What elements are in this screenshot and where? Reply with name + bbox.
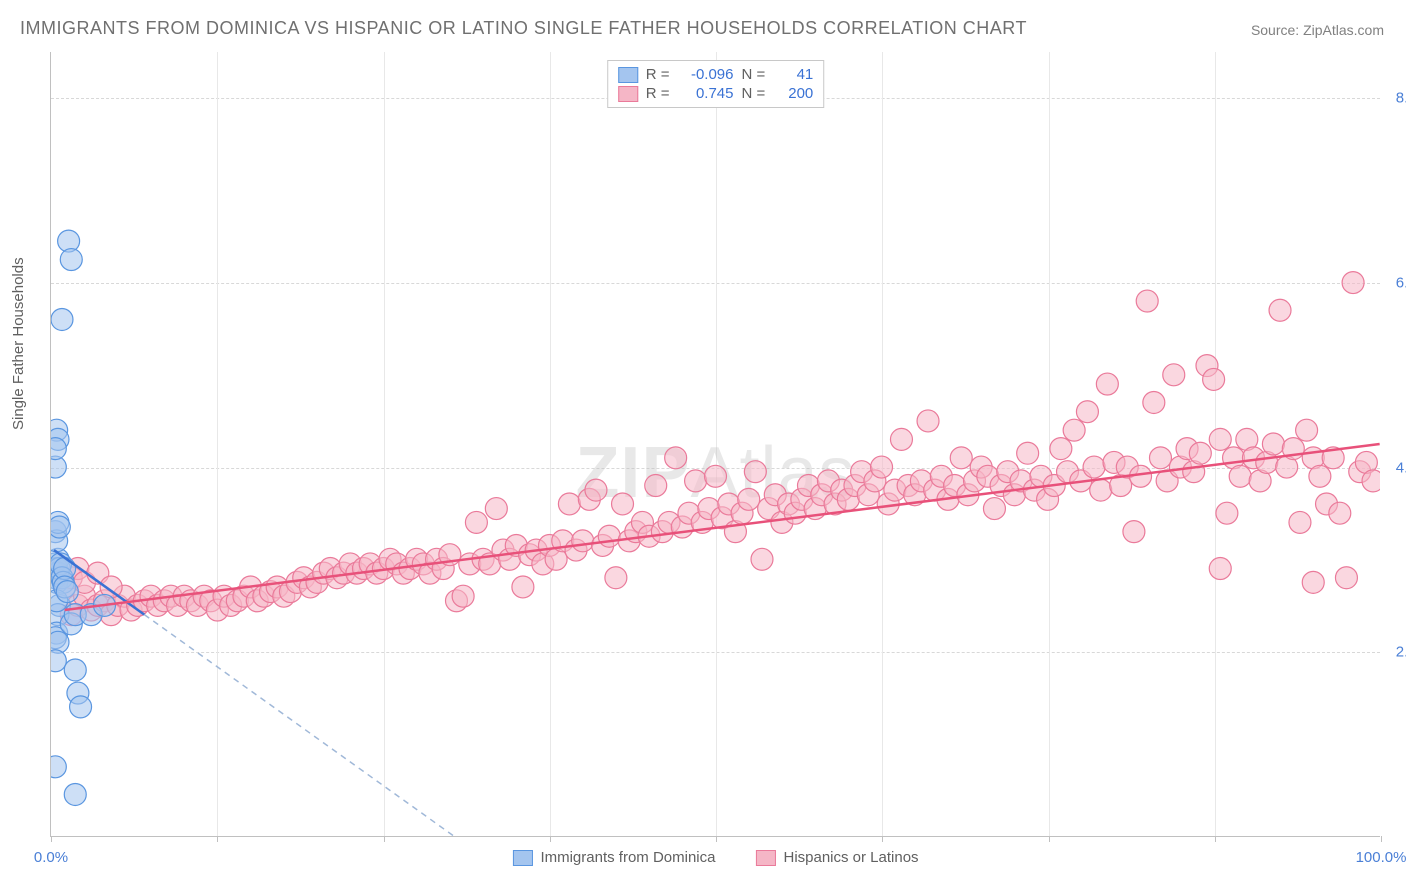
legend-row-series-1: R = 0.745 N = 200 [618, 84, 814, 103]
x-tick-label: 0.0% [34, 849, 68, 866]
legend-row-series-0: R = -0.096 N = 41 [618, 65, 814, 84]
legend-n-label: N = [742, 85, 766, 102]
y-axis-label: Single Father Households [10, 257, 27, 430]
legend-swatch-blue [618, 67, 638, 83]
x-tick-label: 100.0% [1356, 849, 1406, 866]
y-tick-label: 4.0% [1396, 459, 1406, 476]
legend-n-value: 200 [773, 85, 813, 102]
legend-r-value: -0.096 [678, 66, 734, 83]
legend-swatch-pink [618, 86, 638, 102]
legend-r-value: 0.745 [678, 85, 734, 102]
legend-n-label: N = [742, 66, 766, 83]
y-tick-label: 6.0% [1396, 274, 1406, 291]
legend-label: Immigrants from Dominica [540, 849, 715, 866]
legend-r-label: R = [646, 66, 670, 83]
y-tick-label: 8.0% [1396, 90, 1406, 107]
source-credit: Source: ZipAtlas.com [1251, 22, 1384, 38]
legend-series: Immigrants from Dominica Hispanics or La… [512, 849, 918, 866]
chart-plot-area: R = -0.096 N = 41 R = 0.745 N = 200 ZIPA… [50, 52, 1380, 837]
y-tick-label: 2.0% [1396, 644, 1406, 661]
chart-title: IMMIGRANTS FROM DOMINICA VS HISPANIC OR … [20, 18, 1027, 39]
legend-item-dominica: Immigrants from Dominica [512, 849, 715, 866]
legend-n-value: 41 [773, 66, 813, 83]
legend-r-label: R = [646, 85, 670, 102]
scatter-svg [51, 52, 1380, 836]
legend-stats: R = -0.096 N = 41 R = 0.745 N = 200 [607, 60, 825, 108]
legend-label: Hispanics or Latinos [783, 849, 918, 866]
legend-swatch-pink [755, 850, 775, 866]
legend-swatch-blue [512, 850, 532, 866]
legend-item-hispanic: Hispanics or Latinos [755, 849, 918, 866]
